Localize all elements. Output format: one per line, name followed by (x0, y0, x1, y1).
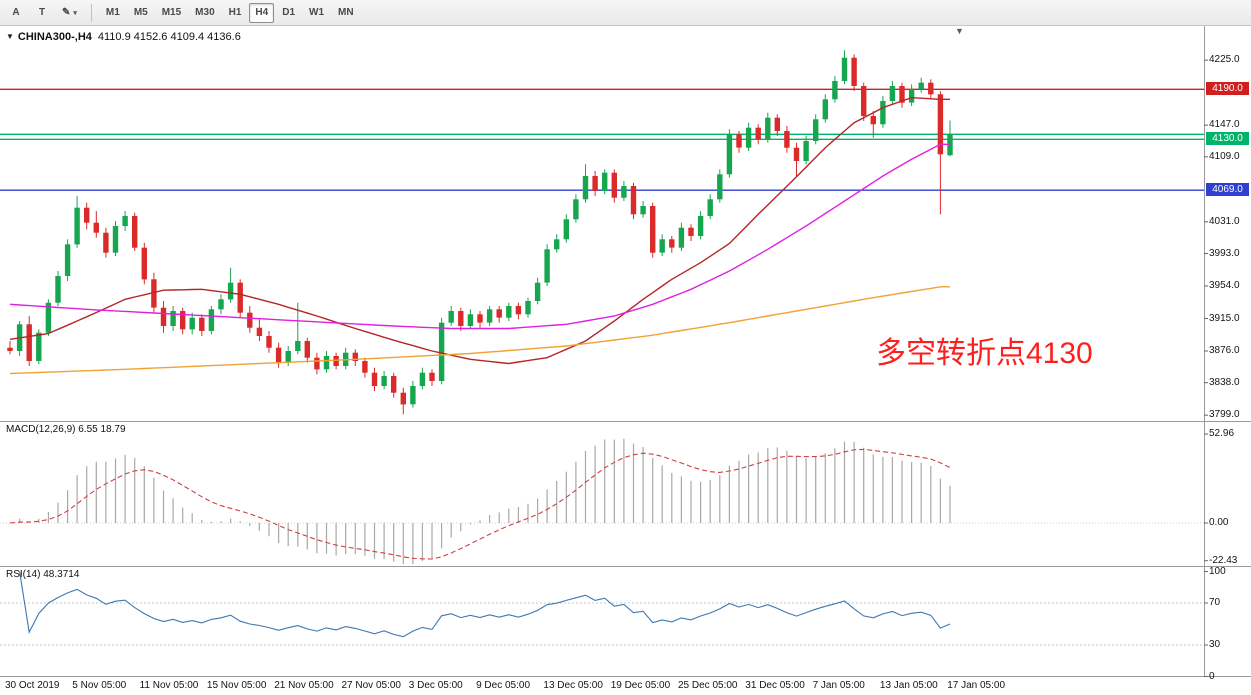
timeframe-button-d1[interactable]: D1 (276, 3, 301, 23)
time-axis-label: 17 Jan 05:00 (947, 680, 1006, 691)
macd-tick-label: -22.43 (1209, 554, 1238, 566)
price-tick-label: 4225.0 (1209, 54, 1240, 66)
ma-mid-magenta (9, 143, 950, 330)
tool-button-draw-tool[interactable]: ✎ ▾ (56, 3, 83, 23)
time-axis-label: 11 Nov 05:00 (139, 680, 199, 691)
chart-shift-marker-icon[interactable]: ▼ (955, 26, 964, 36)
time-axis-label: 27 Nov 05:00 (341, 680, 402, 691)
time-axis-label: 3 Dec 05:00 (408, 680, 463, 691)
time-axis-label: 19 Dec 05:00 (610, 680, 671, 691)
time-axis-label: 9 Dec 05:00 (476, 680, 531, 691)
price-tick-label: 4031.0 (1209, 215, 1240, 227)
time-axis-label: 13 Dec 05:00 (543, 680, 603, 691)
ma-fast-red (9, 96, 950, 365)
timeframe-button-m15[interactable]: M15 (156, 3, 187, 23)
chart-title: ▼ CHINA300-,H4 4110.9 4152.6 4109.4 4136.6 (6, 31, 241, 43)
ma-slow-orange (9, 286, 950, 375)
ohlc-values: 4110.9 4152.6 4109.4 4136.6 (97, 31, 241, 43)
price-tick-label: 4109.0 (1209, 150, 1240, 162)
price-level-badge: 4069.0 (1206, 183, 1249, 197)
collapse-chevron-icon[interactable]: ▼ (6, 32, 14, 41)
rsi-tick-label: 70 (1209, 597, 1221, 608)
time-axis-label: 21 Nov 05:00 (274, 680, 334, 691)
price-level-badge: 4190.0 (1206, 82, 1249, 96)
rsi-line (19, 571, 951, 638)
time-axis-label: 25 Dec 05:00 (678, 680, 738, 691)
rsi-tick-label: 30 (1209, 639, 1221, 650)
timeframe-button-m1[interactable]: M1 (100, 3, 126, 23)
price-tick-label: 4147.0 (1209, 119, 1240, 131)
tool-button-text-tool[interactable]: T (30, 3, 54, 23)
symbol-name: CHINA300-,H4 (17, 31, 92, 43)
price-tick-label: 3993.0 (1209, 247, 1240, 259)
price-tick-label: 3954.0 (1209, 280, 1240, 291)
time-axis-label: 15 Nov 05:00 (206, 680, 267, 691)
macd-pane[interactable] (0, 438, 1204, 565)
time-axis-label: 13 Jan 05:00 (879, 680, 938, 691)
price-tick-label: 3915.0 (1209, 312, 1240, 324)
tool-button-arrow-tool[interactable]: A (4, 3, 28, 23)
main-price-pane[interactable] (0, 50, 1204, 415)
macd-signal-line (9, 448, 951, 560)
timeframe-button-h4[interactable]: H4 (249, 2, 275, 23)
dropdown-arrow-icon: ▾ (73, 9, 77, 17)
timeframe-button-m30[interactable]: M30 (189, 3, 220, 23)
time-axis-label: 5 Nov 05:00 (72, 680, 127, 691)
rsi-pane[interactable] (0, 571, 1204, 646)
time-axis-label: 7 Jan 05:00 (812, 680, 865, 691)
toolbar: A T ✎ ▾ M1 M5 M15 M30 H1 H4 D1 W1 MN (0, 0, 1251, 26)
time-axis-label: 31 Dec 05:00 (745, 680, 805, 691)
price-tick-label: 3876.0 (1209, 345, 1240, 356)
price-tick-label: 3838.0 (1209, 376, 1240, 388)
price-tick-label: 3799.0 (1209, 409, 1240, 421)
timeframe-button-h1[interactable]: H1 (223, 3, 248, 23)
time-axis-label: 30 Oct 2019 (5, 680, 60, 691)
timeframe-button-m5[interactable]: M5 (128, 3, 154, 23)
chart-text-annotation[interactable]: 多空转折点4130 (876, 337, 1093, 370)
toolbar-separator (90, 3, 92, 22)
rsi-tick-label: 100 (1209, 565, 1226, 577)
macd-tick-label: 0.00 (1209, 517, 1229, 528)
timeframe-button-w1[interactable]: W1 (303, 3, 330, 23)
price-level-badge: 4130.0 (1206, 132, 1249, 146)
macd-tick-label: 52.96 (1209, 428, 1235, 440)
rsi-indicator-label: RSI(14) 48.3714 (6, 569, 80, 580)
macd-indicator-label: MACD(12,26,9) 6.55 18.79 (6, 424, 126, 435)
timeframe-button-mn[interactable]: MN (332, 3, 360, 23)
rsi-tick-label: 0 (1209, 670, 1215, 682)
